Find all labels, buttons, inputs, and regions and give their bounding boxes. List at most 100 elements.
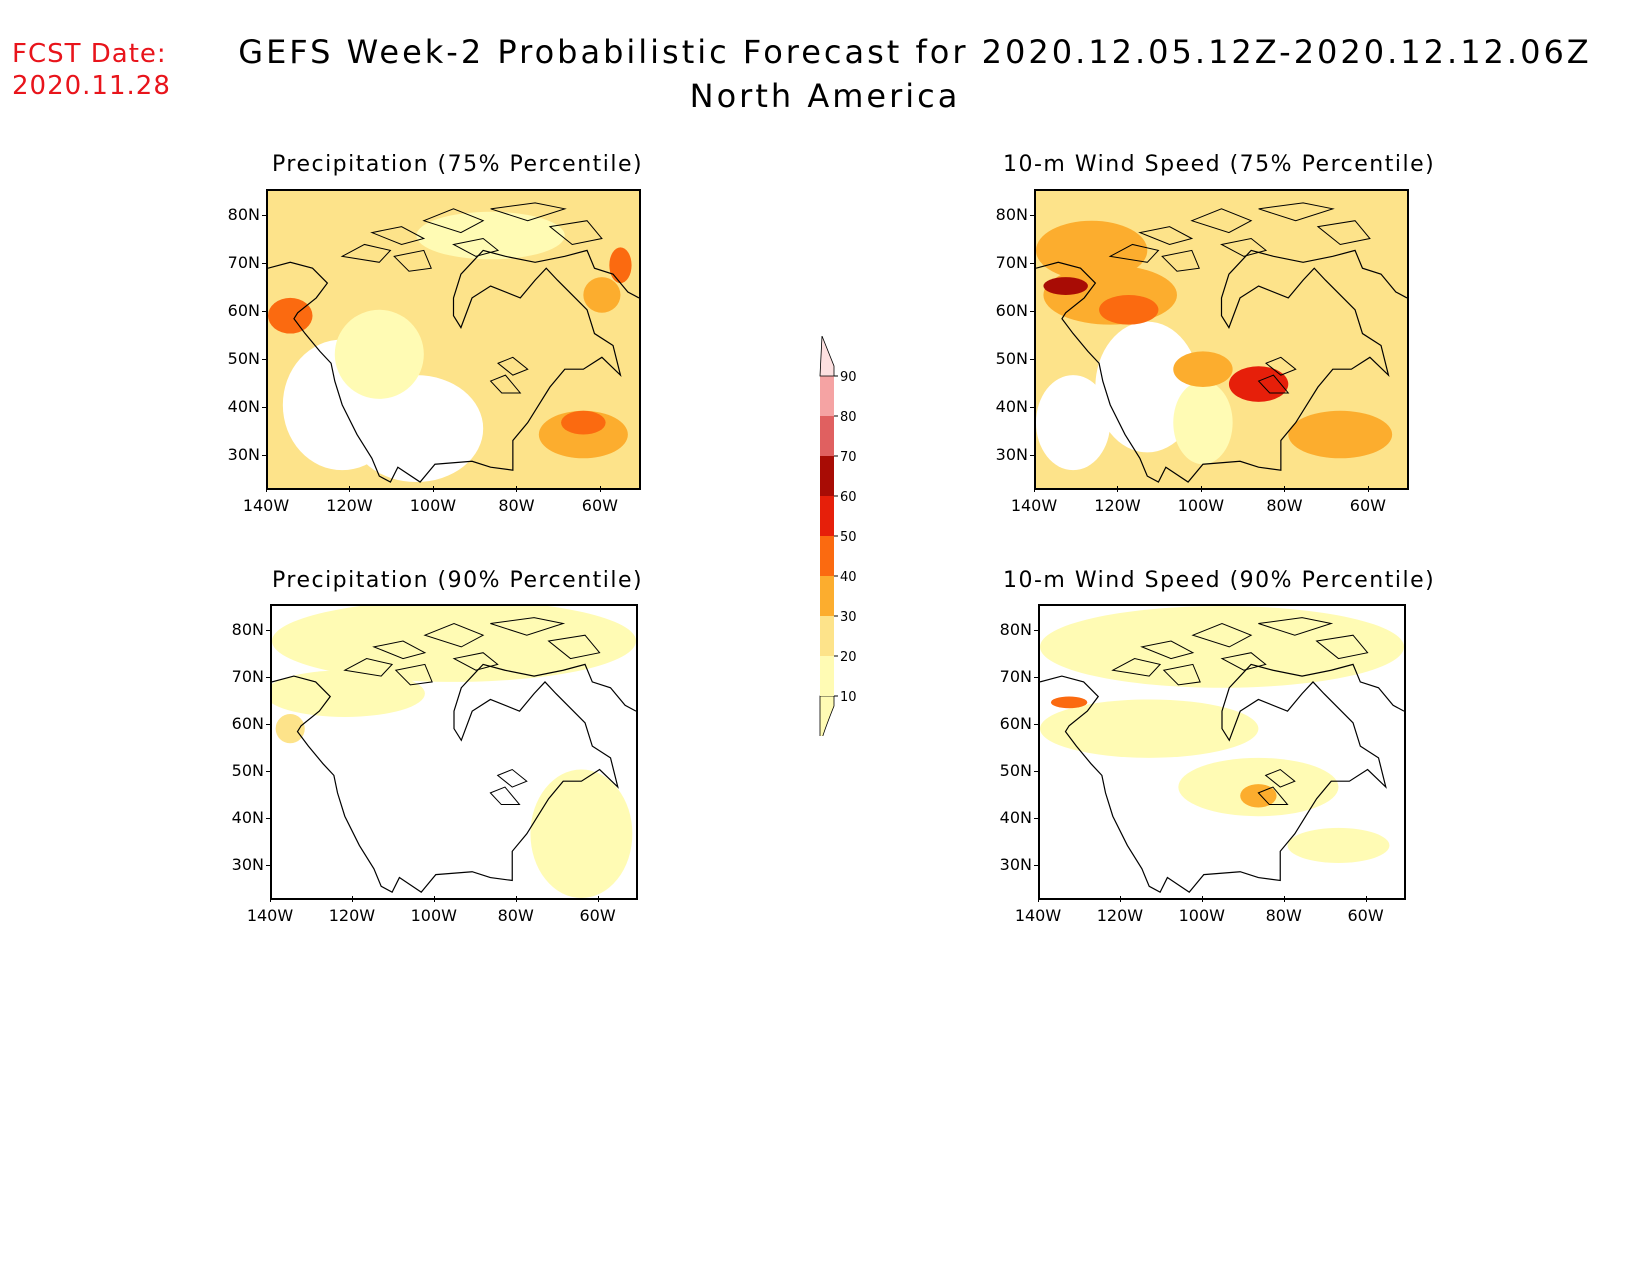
island-outline — [1222, 653, 1266, 671]
island-outline — [1266, 770, 1295, 788]
legend-level-label: 70 — [840, 450, 857, 465]
island-outline — [1259, 375, 1289, 393]
title-line-1: GEFS Week-2 Probabilistic Forecast for 2… — [238, 33, 1592, 71]
probability-shading — [530, 769, 633, 898]
longitude-label: 60W — [1347, 906, 1384, 925]
probability-shading — [1040, 606, 1404, 688]
colorbar-legend: 10 20 30 40 50 60 70 80 90 — [812, 335, 872, 747]
latitude-tick — [262, 263, 268, 265]
island-outline — [1140, 227, 1192, 245]
latitude-tick — [262, 407, 268, 409]
island-outline — [491, 203, 565, 221]
longitude-tick — [1200, 486, 1202, 492]
legend-cap-top — [819, 335, 835, 377]
probability-shading — [1287, 827, 1390, 863]
latitude-tick — [266, 724, 272, 726]
latitude-label: 80N — [227, 205, 260, 224]
latitude-label: 60N — [227, 301, 260, 321]
title-line-2: North America — [689, 77, 961, 115]
longitude-label: 120W — [326, 496, 373, 515]
island-outline — [1258, 787, 1287, 805]
panel-title: 10-m Wind Speed (75% Percentile) — [1003, 152, 1436, 177]
longitude-tick — [433, 896, 435, 902]
probability-shading — [1036, 375, 1111, 471]
probability-shading — [1040, 699, 1259, 758]
longitude-label: 60W — [1349, 496, 1386, 515]
longitude-tick — [1119, 896, 1121, 902]
latitude-tick — [1034, 724, 1040, 726]
panel-title: Precipitation (75% Percentile) — [272, 152, 644, 177]
latitude-tick — [1030, 455, 1036, 457]
latitude-tick — [1030, 407, 1036, 409]
probability-shading — [1050, 696, 1088, 709]
longitude-tick — [270, 896, 271, 902]
latitude-tick — [266, 865, 272, 867]
latitude-label: 70N — [227, 253, 260, 273]
island-outline — [424, 209, 483, 233]
coastline — [1036, 250, 1407, 482]
legend-level-label: 50 — [840, 530, 857, 545]
longitude-label: 120W — [1094, 496, 1141, 515]
page-title: GEFS Week-2 Probabilistic Forecast for 2… — [0, 30, 1650, 118]
longitude-tick — [516, 486, 518, 492]
latitude-label: 50N — [227, 349, 260, 369]
coastline — [272, 664, 636, 892]
probability-shading — [416, 211, 565, 260]
longitude-tick — [1284, 486, 1286, 492]
island-outline — [1162, 250, 1199, 271]
longitude-label: 120W — [1096, 906, 1144, 925]
island-outline — [396, 664, 432, 684]
legend-level-label: 90 — [840, 370, 857, 385]
map-plot — [272, 606, 636, 898]
latitude-tick — [1034, 771, 1040, 773]
probability-shading — [1240, 784, 1277, 808]
island-outline — [1317, 635, 1368, 658]
island-outline — [491, 375, 521, 393]
longitude-tick — [349, 486, 351, 492]
longitude-label: 80W — [1266, 496, 1303, 515]
latitude-label: 60N — [999, 714, 1032, 734]
probability-shading — [1095, 321, 1200, 453]
probability-shading — [561, 410, 606, 435]
legend-swatch — [820, 616, 834, 656]
legend-level-label: 60 — [840, 490, 857, 505]
island-outline — [549, 635, 600, 658]
latitude-tick — [262, 215, 268, 216]
probability-shading — [1288, 410, 1393, 459]
map-wind75 — [1034, 189, 1409, 490]
island-outline — [1318, 221, 1370, 245]
latitude-label: 80N — [999, 620, 1032, 639]
longitude-label: 100W — [1178, 906, 1225, 925]
latitude-tick — [266, 630, 272, 631]
island-outline — [374, 641, 425, 659]
longitude-tick — [432, 486, 434, 492]
latitude-tick — [1034, 630, 1040, 631]
probability-shading — [583, 277, 621, 313]
probability-shading — [272, 606, 636, 682]
latitude-label: 60N — [231, 714, 264, 734]
latitude-label: 40N — [227, 397, 260, 417]
probability-shading — [1043, 277, 1088, 295]
island-outline — [345, 659, 392, 677]
legend-swatch — [820, 376, 834, 416]
probability-shading — [268, 297, 313, 334]
island-outline — [1259, 203, 1333, 221]
legend-swatch — [820, 576, 834, 616]
longitude-label: 60W — [581, 496, 618, 515]
latitude-tick — [266, 818, 272, 820]
longitude-tick — [597, 896, 599, 902]
latitude-tick — [1030, 263, 1036, 265]
latitude-label: 80N — [995, 205, 1028, 224]
longitude-tick — [515, 896, 517, 902]
longitude-tick — [1117, 486, 1119, 492]
latitude-tick — [262, 455, 268, 457]
island-outline — [454, 239, 499, 257]
map-precip90 — [270, 604, 638, 900]
longitude-tick — [1365, 896, 1367, 902]
island-outline — [394, 250, 431, 271]
island-outline — [550, 221, 602, 245]
fcst-date-value: 2020.11.28 — [12, 71, 171, 101]
latitude-label: 30N — [999, 855, 1032, 875]
probability-shading — [334, 309, 424, 399]
latitude-label: 30N — [231, 855, 264, 875]
